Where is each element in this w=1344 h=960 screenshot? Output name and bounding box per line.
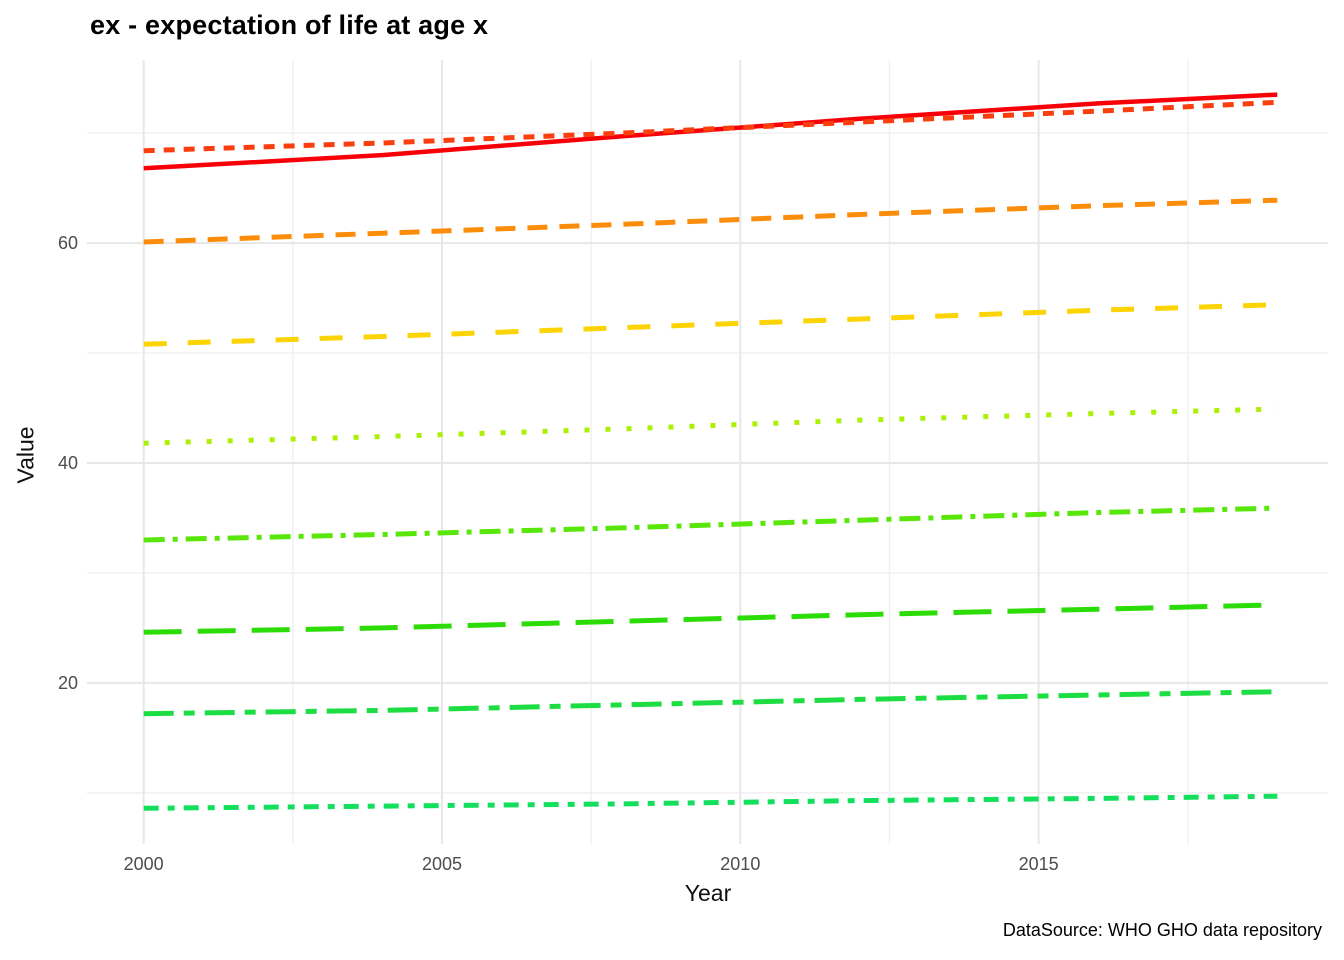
series-line7 xyxy=(143,602,1278,635)
data-source-caption: DataSource: WHO GHO data repository xyxy=(1002,920,1322,940)
series-line5 xyxy=(143,406,1278,446)
series-line8 xyxy=(143,689,1278,717)
series-line6 xyxy=(143,505,1278,543)
y-tick-label: 40 xyxy=(57,452,78,473)
x-tick-label: 2015 xyxy=(1018,854,1059,874)
x-tick-label: 2010 xyxy=(720,854,761,874)
y-tick-label: 20 xyxy=(57,672,78,693)
series-line3 xyxy=(143,197,1278,245)
series-line4 xyxy=(143,302,1278,347)
x-axis-title: Year xyxy=(684,880,732,906)
series-line9 xyxy=(143,793,1278,811)
chart-title: ex - expectation of life at age x xyxy=(90,10,489,40)
y-tick-label: 60 xyxy=(57,233,78,254)
x-tick-label: 2000 xyxy=(123,854,164,874)
series-line1 xyxy=(143,92,1278,171)
series-line2 xyxy=(143,99,1278,154)
x-tick-label: 2005 xyxy=(421,854,463,874)
